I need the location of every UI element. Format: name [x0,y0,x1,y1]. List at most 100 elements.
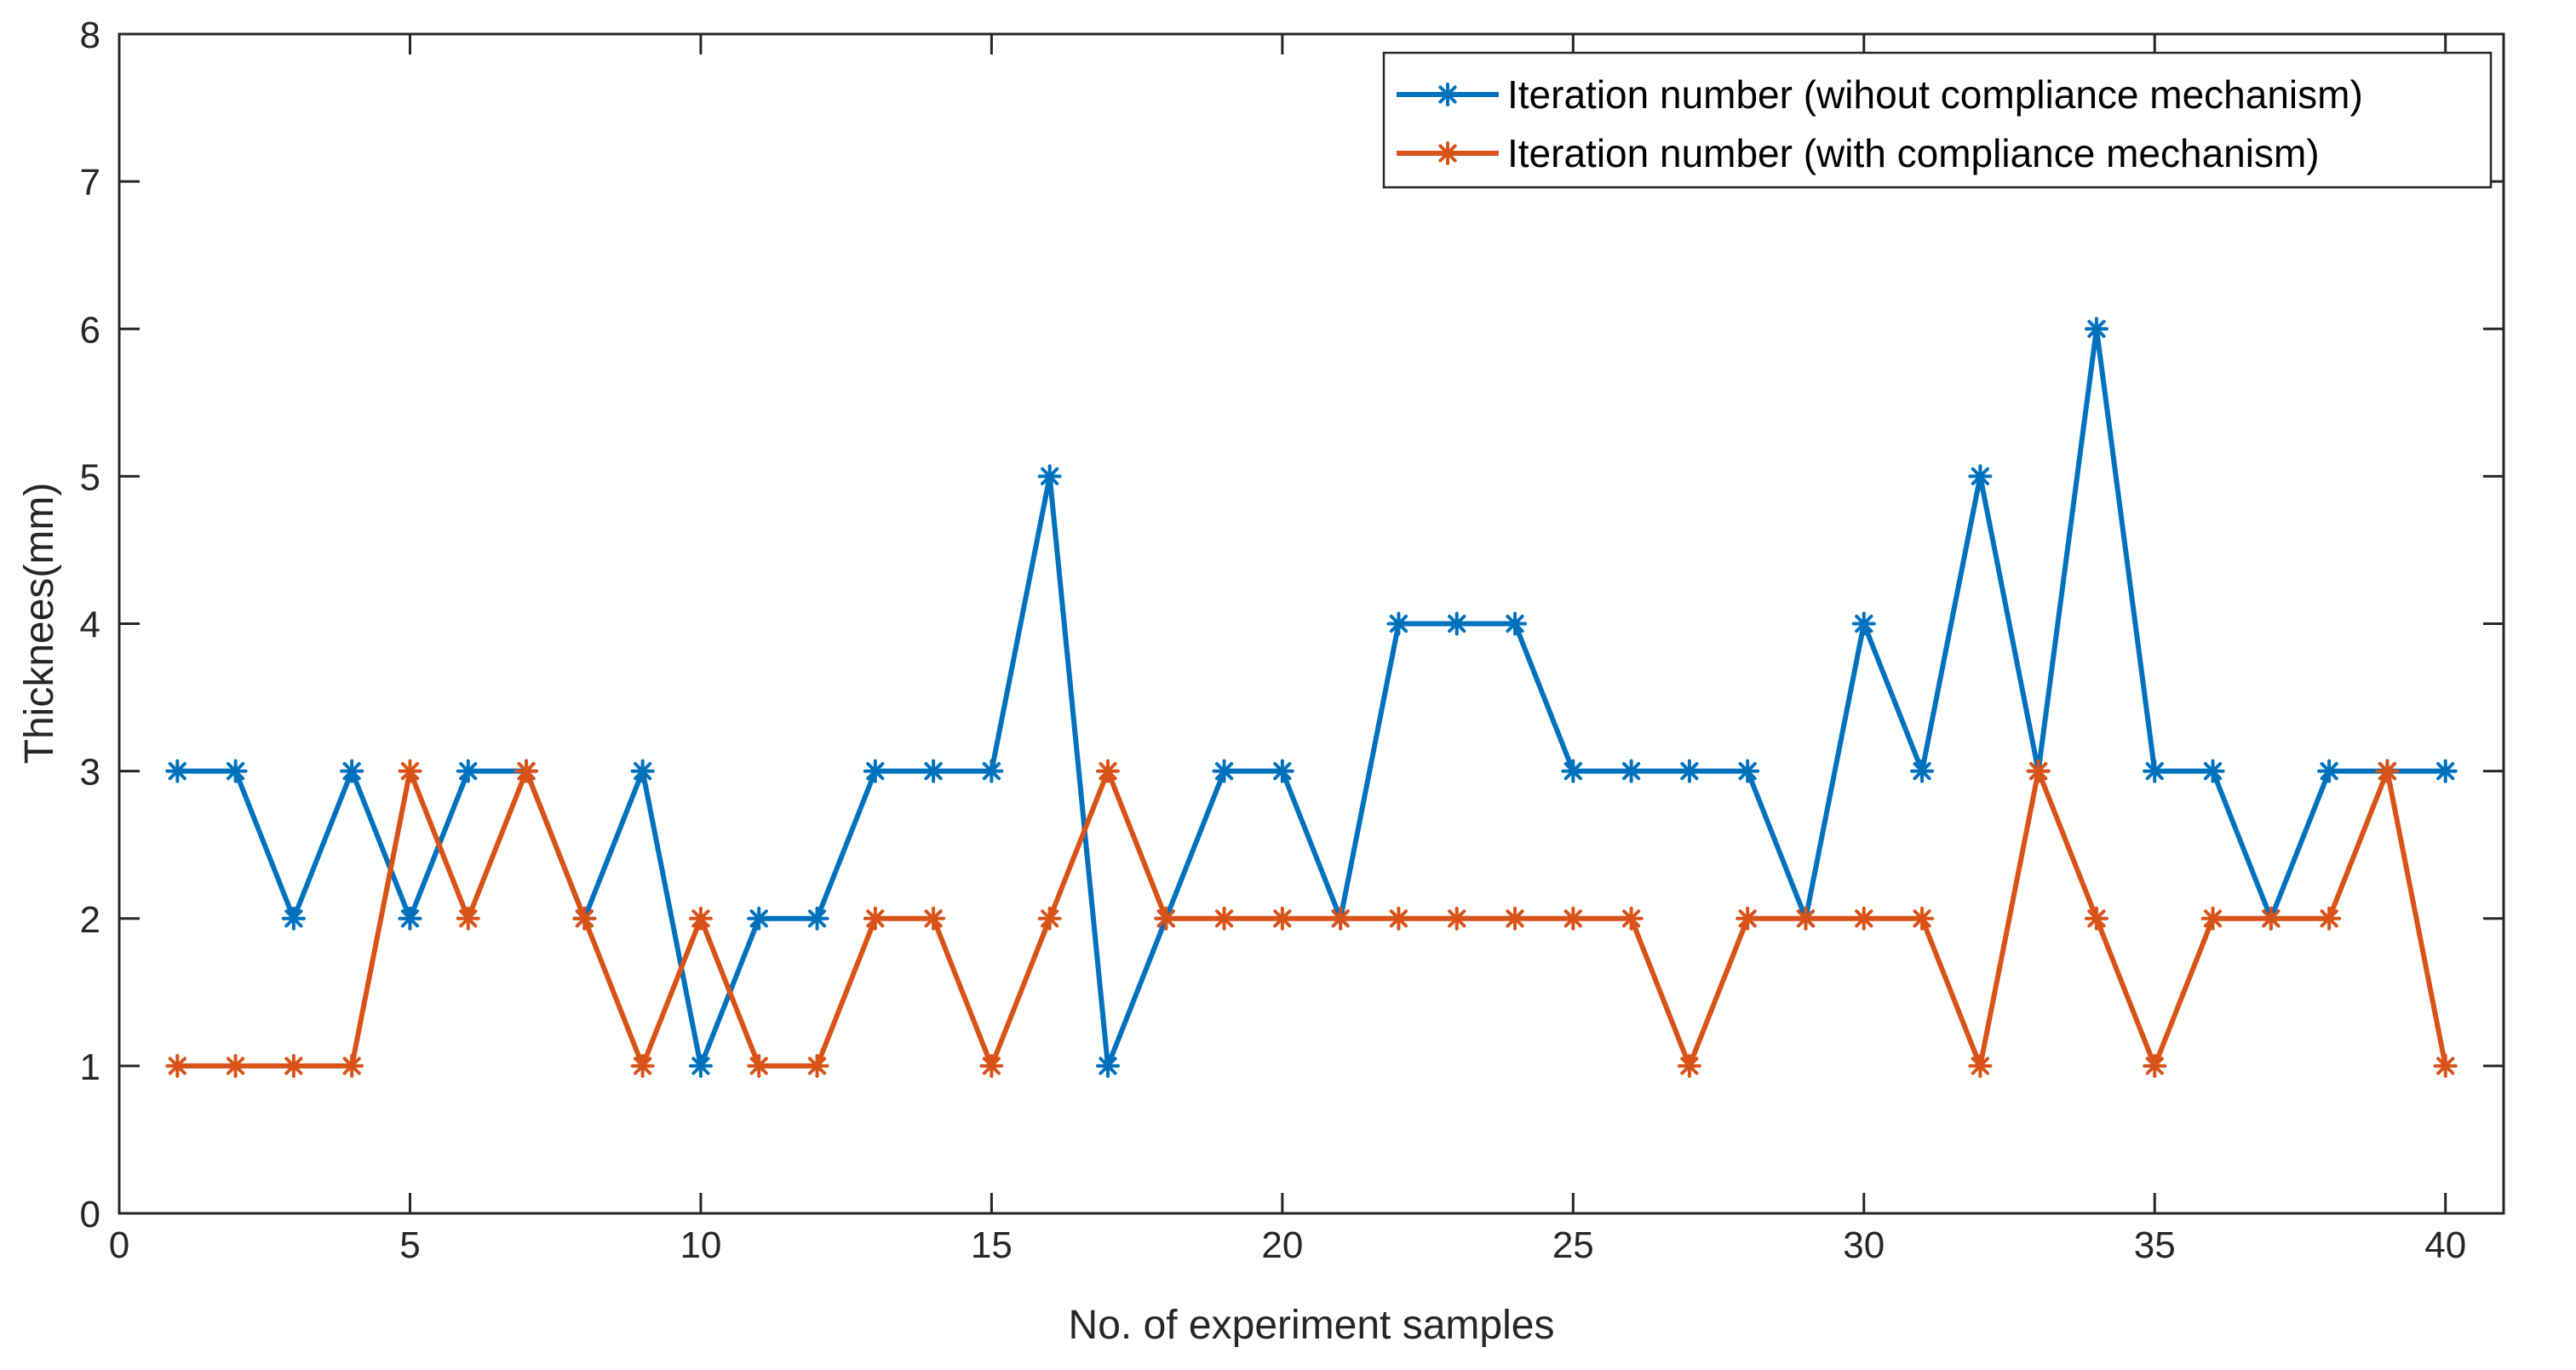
data-point-marker [747,1053,772,1078]
x-tick-label: 5 [399,1224,420,1266]
series-1 [165,759,2458,1078]
x-tick-label: 10 [680,1224,721,1266]
plot-area-frame [118,32,2505,1215]
y-tick-label: 4 [80,605,100,646]
data-point-marker [2200,906,2225,931]
data-point-marker [979,1053,1004,1078]
data-point-marker [1736,759,1760,783]
data-point-marker [2433,759,2458,783]
data-point-marker [456,759,480,783]
legend-asterisk-1 [1436,141,1460,165]
data-point-marker [2143,759,2167,783]
data-point-marker [688,1053,713,1078]
data-point-marker [281,906,306,931]
axes [118,32,2505,1215]
y-tick-label: 8 [80,14,100,56]
data-point-marker [1677,1053,1701,1078]
data-point-marker [1619,759,1644,783]
data-point-marker [630,1053,655,1078]
data-point-marker [165,1053,190,1078]
data-point-marker [1851,906,1876,931]
data-point-marker [1968,1053,1993,1078]
y-tick-label: 0 [80,1194,100,1235]
data-point-marker [340,759,364,783]
data-point-marker [1212,759,1236,783]
data-point-marker [1444,906,1469,931]
data-point-marker [1037,464,1062,489]
data-point-marker [1154,906,1179,931]
data-point-marker [1386,906,1411,931]
y-tick-label: 2 [80,899,100,941]
y-tick-label: 3 [80,752,100,794]
legend-marker-without-compliance [1436,83,1460,106]
data-point-marker [1910,906,1935,931]
x-tick-label: 35 [2134,1224,2176,1266]
data-point-marker [2317,906,2342,931]
data-point-marker [398,906,422,931]
data-point-marker [1503,611,1528,636]
data-point-marker [1444,611,1469,636]
data-point-marker [1736,906,1760,931]
data-point-marker [165,759,190,783]
y-tick-label: 7 [80,162,100,203]
data-point-marker [2258,906,2283,931]
data-point-marker [1561,759,1586,783]
data-point-marker [1270,906,1294,931]
data-point-marker [398,759,422,783]
data-point-marker [1095,759,1120,783]
x-tick-label: 0 [109,1224,129,1266]
legend-marker-with-compliance [1436,141,1460,165]
data-point-marker [921,759,946,783]
data-point-marker [2200,759,2225,783]
data-point-marker [1095,1053,1120,1078]
data-point-marker [630,759,655,783]
data-point-marker [223,1053,248,1078]
data-point-marker [921,906,946,931]
data-point-marker [688,906,713,931]
data-point-marker [456,906,480,931]
x-tick-label: 30 [1843,1224,1885,1266]
data-point-marker [340,1053,364,1078]
data-point-marker [747,906,772,931]
data-series [165,317,2458,1078]
series-line-0 [177,328,2446,1075]
data-point-marker [1677,759,1701,783]
data-point-marker [223,759,248,783]
data-point-marker [1270,759,1294,783]
data-point-marker [1619,906,1644,931]
legend: Iteration number (wihout compliance mech… [1382,51,2493,189]
data-point-marker [2317,759,2342,783]
data-point-marker [863,759,887,783]
data-point-marker [979,759,1004,783]
y-tick-label: 5 [80,456,100,498]
legend-entry-with-compliance: Iteration number (with compliance mechan… [1397,131,2320,175]
data-point-marker [1328,906,1353,931]
x-tick-label: 15 [971,1224,1013,1266]
series-line-1 [177,762,2448,1075]
y-axis-title: Thicknees(mm) [17,483,62,765]
legend-label-without-compliance: Iteration number (wihout compliance mech… [1507,72,2363,117]
x-tick-label: 40 [2424,1224,2466,1266]
axis-ticks: 0 5 10 15 20 25 30 35 40 0 1 2 3 4 5 6 7 8 [80,14,2504,1266]
data-point-marker [514,759,539,783]
legend-label-with-compliance: Iteration number (with compliance mechan… [1507,131,2320,175]
data-point-marker [2433,1053,2458,1078]
data-point-marker [1037,906,1062,931]
data-point-marker [572,906,597,931]
data-point-marker [863,906,887,931]
data-point-marker [805,1053,829,1078]
data-point-marker [2143,1053,2167,1078]
data-point-marker [1561,906,1586,931]
data-point-marker [2084,317,2108,341]
data-point-marker [1503,906,1528,931]
data-point-marker [1793,906,1818,931]
data-point-marker [2375,759,2400,783]
y-tick-label: 1 [80,1046,100,1088]
legend-entry-without-compliance: Iteration number (wihout compliance mech… [1397,72,2363,117]
legend-asterisk-0 [1436,83,1460,106]
data-point-marker [1910,759,1935,783]
x-tick-label: 20 [1261,1224,1303,1266]
x-tick-label: 25 [1552,1224,1594,1266]
